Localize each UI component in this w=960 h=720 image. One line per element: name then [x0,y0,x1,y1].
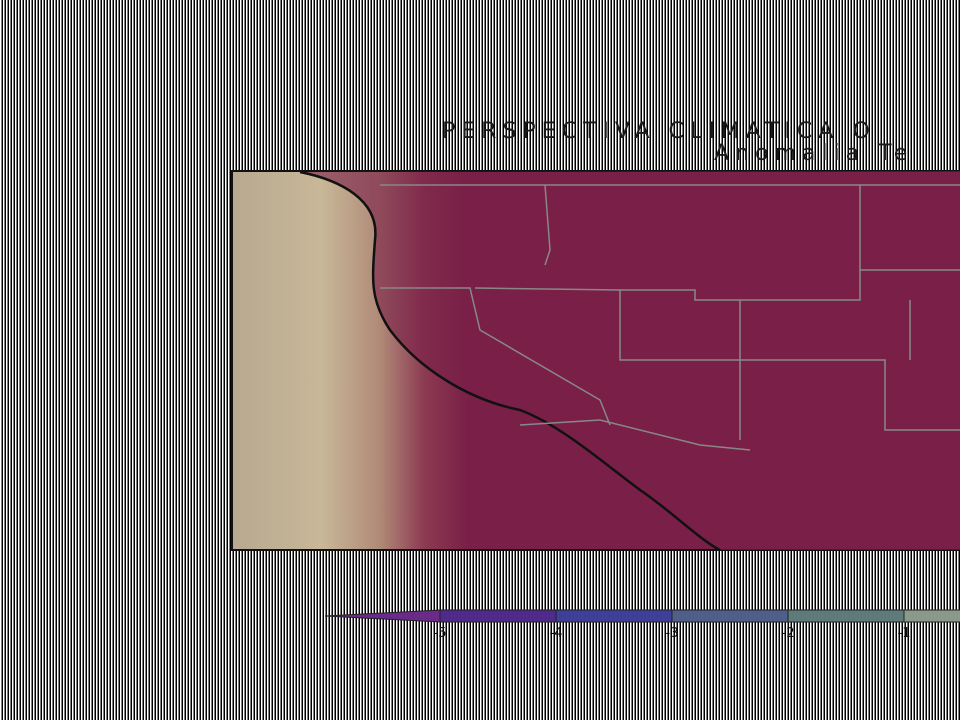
colorbar-swatch [671,609,789,623]
map-title: PERSPECTIVA CLIMATICA O [442,119,876,144]
colorbar-label: -2 [782,626,795,641]
colorbar-label: -4 [550,626,563,641]
colorbar-swatch [787,609,905,623]
colorbar-swatch [903,609,960,623]
map-subtitle: Anomalia Te [714,141,913,166]
colorbar: -5 -4 -3 -2 -1 [324,609,960,641]
colorbar-swatch [555,609,673,623]
colorbar-label: -5 [434,626,447,641]
colorbar-label: -3 [666,626,679,641]
colorbar-label: -1 [898,626,911,641]
colorbar-swatch [439,609,557,623]
borders [380,184,960,451]
coastline [299,170,721,552]
colorbar-arrow [324,609,441,623]
